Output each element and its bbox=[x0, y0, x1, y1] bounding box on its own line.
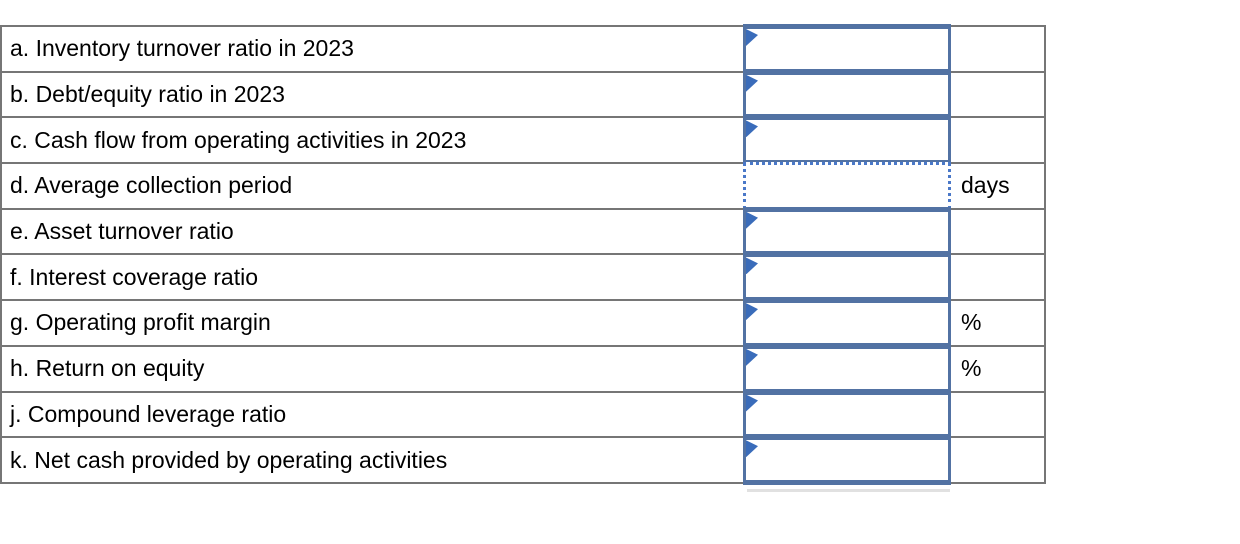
row-suffix bbox=[951, 209, 1046, 256]
answer-cell[interactable] bbox=[743, 435, 951, 485]
row-label: k. Net cash provided by operating activi… bbox=[2, 438, 745, 484]
answer-input[interactable] bbox=[746, 165, 948, 207]
answer-input[interactable] bbox=[746, 120, 948, 161]
answer-box[interactable] bbox=[743, 24, 951, 74]
answer-input[interactable] bbox=[746, 257, 948, 298]
input-column-shadow bbox=[747, 489, 950, 492]
row-suffix: % bbox=[951, 301, 1046, 347]
table-row: b. Debt/equity ratio in 2023 bbox=[2, 69, 1046, 120]
answer-cell[interactable] bbox=[743, 389, 951, 440]
table-row: d. Average collection period days bbox=[2, 162, 1046, 210]
answer-cell[interactable] bbox=[743, 206, 951, 257]
answer-cell[interactable] bbox=[743, 115, 951, 166]
answer-box[interactable] bbox=[743, 252, 951, 303]
table-row: e. Asset turnover ratio bbox=[2, 206, 1046, 257]
row-label: b. Debt/equity ratio in 2023 bbox=[2, 72, 745, 119]
answer-input[interactable] bbox=[746, 303, 948, 343]
table-row: j. Compound leverage ratio bbox=[2, 389, 1046, 440]
table-row: g. Operating profit margin % bbox=[2, 298, 1046, 348]
row-label: a. Inventory turnover ratio in 2023 bbox=[2, 27, 745, 73]
row-label: d. Average collection period bbox=[2, 164, 745, 210]
row-suffix bbox=[951, 72, 1046, 119]
table-row: k. Net cash provided by operating activi… bbox=[2, 435, 1046, 485]
table-row: a. Inventory turnover ratio in 2023 bbox=[2, 24, 1046, 74]
answer-box[interactable] bbox=[743, 206, 951, 257]
row-suffix bbox=[951, 118, 1046, 165]
row-label: h. Return on equity bbox=[2, 346, 745, 393]
answer-cell[interactable] bbox=[743, 24, 951, 74]
answer-box-focused[interactable] bbox=[743, 162, 951, 210]
answer-box[interactable] bbox=[743, 389, 951, 440]
row-label: f. Interest coverage ratio bbox=[2, 255, 745, 302]
answer-input[interactable] bbox=[746, 211, 948, 252]
row-suffix bbox=[951, 255, 1046, 302]
row-suffix: days bbox=[951, 164, 1046, 210]
answer-box[interactable] bbox=[743, 343, 951, 394]
table-row: h. Return on equity % bbox=[2, 343, 1046, 394]
answer-input[interactable] bbox=[746, 394, 948, 435]
row-label: j. Compound leverage ratio bbox=[2, 392, 745, 439]
row-label: c. Cash flow from operating activities i… bbox=[2, 118, 745, 165]
answer-box[interactable] bbox=[743, 435, 951, 485]
answer-box[interactable] bbox=[743, 69, 951, 120]
table-row: c. Cash flow from operating activities i… bbox=[2, 115, 1046, 166]
answer-input[interactable] bbox=[746, 29, 948, 69]
row-suffix bbox=[951, 392, 1046, 439]
row-label: g. Operating profit margin bbox=[2, 301, 745, 347]
answer-box[interactable] bbox=[743, 115, 951, 166]
row-suffix bbox=[951, 27, 1046, 73]
answer-box[interactable] bbox=[743, 298, 951, 348]
answer-cell[interactable] bbox=[743, 298, 951, 348]
answer-cell[interactable] bbox=[743, 252, 951, 303]
answer-cell[interactable] bbox=[743, 69, 951, 120]
answer-cell[interactable] bbox=[743, 343, 951, 394]
row-label: e. Asset turnover ratio bbox=[2, 209, 745, 256]
answer-input[interactable] bbox=[746, 348, 948, 389]
answer-input[interactable] bbox=[746, 440, 948, 480]
answer-table: a. Inventory turnover ratio in 2023 b. D… bbox=[0, 24, 1046, 485]
answer-input[interactable] bbox=[746, 74, 948, 115]
table-row: f. Interest coverage ratio bbox=[2, 252, 1046, 303]
row-suffix bbox=[951, 438, 1046, 484]
answer-cell[interactable] bbox=[743, 162, 951, 210]
row-suffix: % bbox=[951, 346, 1046, 393]
